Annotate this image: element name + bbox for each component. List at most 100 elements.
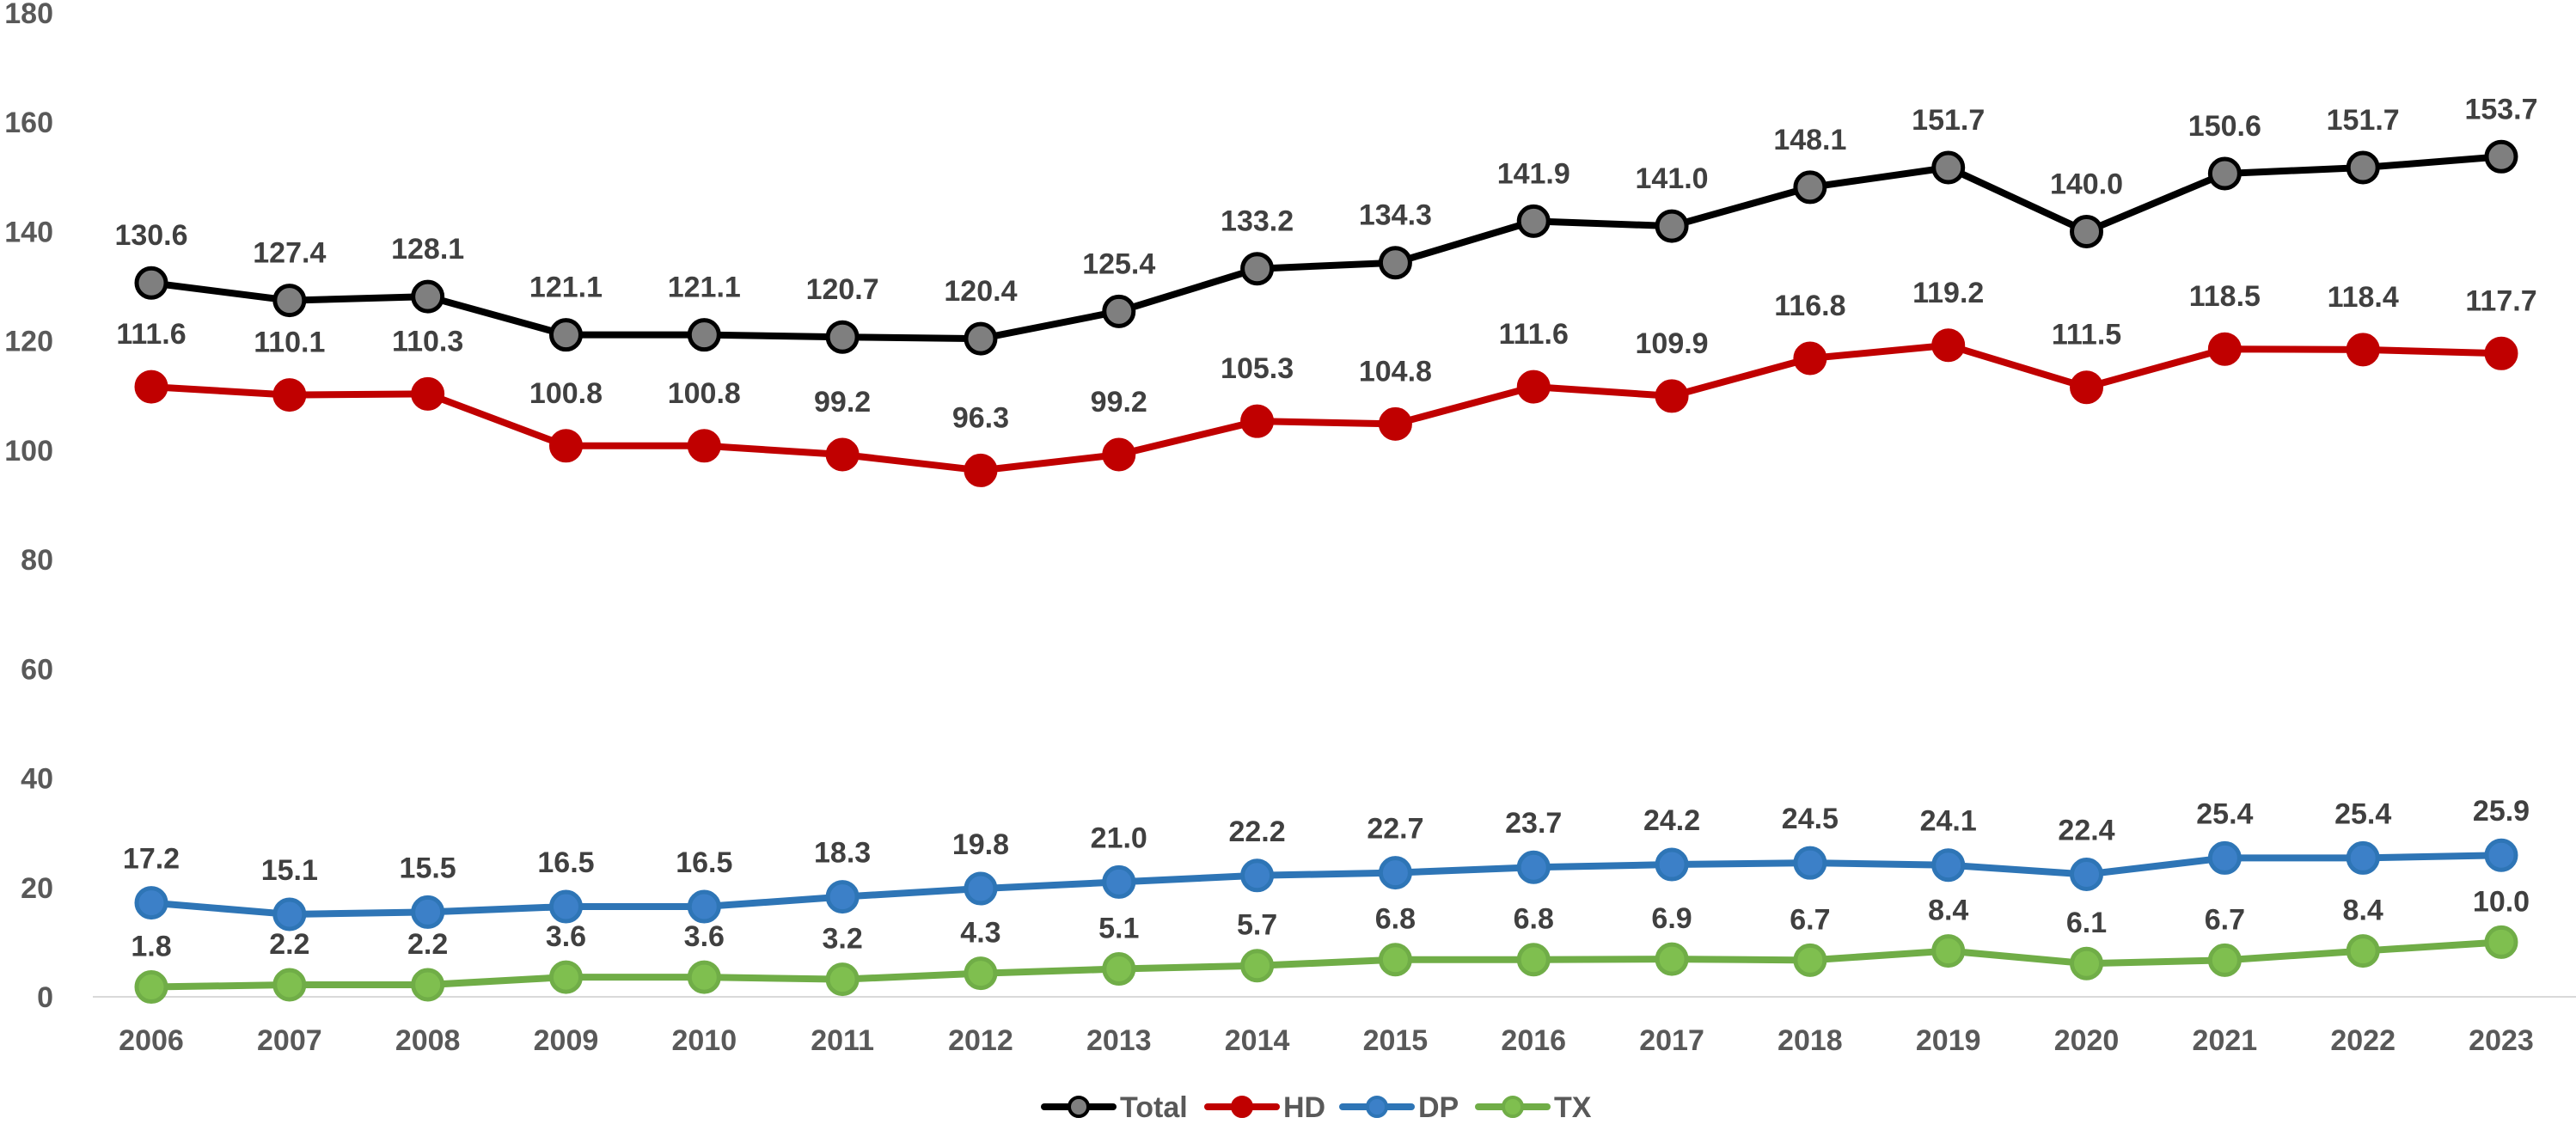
data-point-total bbox=[687, 318, 721, 352]
data-label-tx: 8.4 bbox=[2343, 895, 2383, 927]
data-point-dp bbox=[825, 880, 860, 914]
data-label-hd: 118.5 bbox=[2189, 280, 2261, 313]
legend-label: TX bbox=[1554, 1091, 1592, 1124]
data-point-total bbox=[1655, 209, 1689, 243]
legend-swatch-marker bbox=[1068, 1096, 1090, 1118]
data-point-tx bbox=[1655, 942, 1689, 976]
data-label-hd: 96.3 bbox=[952, 401, 1009, 434]
legend-label: Total bbox=[1120, 1091, 1188, 1124]
x-tick-label: 2017 bbox=[1639, 1024, 1704, 1057]
data-label-hd: 119.2 bbox=[1912, 277, 1984, 309]
data-point-total bbox=[1102, 294, 1136, 328]
data-point-hd bbox=[272, 378, 307, 412]
x-tick-label: 2010 bbox=[671, 1024, 737, 1057]
data-point-hd bbox=[411, 376, 445, 411]
data-label-total: 125.4 bbox=[1082, 247, 1155, 280]
data-point-hd bbox=[1378, 406, 1412, 441]
data-label-tx: 6.8 bbox=[1375, 903, 1416, 936]
data-label-dp: 21.0 bbox=[1091, 822, 1147, 854]
data-label-dp: 24.5 bbox=[1782, 803, 1839, 835]
data-label-tx: 6.7 bbox=[1790, 903, 1830, 936]
data-label-dp: 23.7 bbox=[1505, 807, 1562, 840]
data-label-hd: 99.2 bbox=[814, 386, 871, 418]
data-label-total: 148.1 bbox=[1773, 124, 1846, 156]
data-label-hd: 110.1 bbox=[254, 327, 325, 359]
data-point-hd bbox=[964, 453, 998, 487]
data-label-tx: 8.4 bbox=[1928, 895, 1968, 927]
x-tick-label: 2016 bbox=[1501, 1024, 1566, 1057]
data-label-dp: 25.4 bbox=[2196, 797, 2253, 830]
data-label-hd: 111.6 bbox=[1499, 318, 1569, 351]
data-label-hd: 116.8 bbox=[1774, 290, 1845, 322]
data-point-hd bbox=[825, 437, 860, 472]
data-label-dp: 24.1 bbox=[1920, 805, 1977, 838]
data-label-total: 150.6 bbox=[2188, 110, 2261, 143]
data-point-dp bbox=[1378, 856, 1412, 890]
data-point-tx bbox=[272, 968, 307, 1002]
series-line-dp bbox=[148, 852, 2505, 918]
data-point-dp bbox=[687, 889, 721, 924]
data-point-hd bbox=[1240, 404, 1275, 438]
data-label-dp: 18.3 bbox=[814, 837, 871, 870]
data-label-tx: 5.1 bbox=[1098, 913, 1139, 945]
data-label-total: 127.4 bbox=[253, 237, 326, 270]
series-line-total bbox=[148, 153, 2505, 343]
data-label-total: 153.7 bbox=[2464, 93, 2537, 125]
data-label-dp: 19.8 bbox=[952, 828, 1009, 861]
data-point-total bbox=[964, 321, 998, 356]
data-point-tx bbox=[1240, 949, 1275, 983]
data-point-dp bbox=[1931, 848, 1966, 883]
data-point-dp bbox=[134, 886, 168, 920]
x-tick-label: 2011 bbox=[811, 1024, 874, 1057]
data-point-tx bbox=[687, 960, 721, 994]
data-point-total bbox=[2070, 214, 2104, 248]
data-point-total bbox=[1931, 150, 1966, 185]
data-label-dp: 24.2 bbox=[1643, 804, 1700, 837]
y-tick-label: 180 bbox=[4, 0, 53, 30]
data-point-tx bbox=[2346, 934, 2380, 968]
x-axis: 2006 2007 2008 2009 2010 2011 2012 2013 2014 2015… bbox=[119, 1024, 2534, 1057]
data-point-total bbox=[2346, 150, 2380, 185]
data-label-hd: 105.3 bbox=[1221, 352, 1294, 385]
y-tick-label: 140 bbox=[4, 216, 53, 248]
data-label-tx: 2.2 bbox=[269, 928, 309, 961]
data-point-total bbox=[1378, 246, 1412, 280]
data-label-dp: 22.2 bbox=[1228, 816, 1285, 848]
y-tick-label: 100 bbox=[4, 435, 53, 467]
legend: Total HD DP TX bbox=[1041, 1091, 1592, 1124]
data-label-dp: 22.7 bbox=[1367, 813, 1423, 846]
data-point-hd bbox=[2207, 332, 2242, 366]
data-point-dp bbox=[1793, 846, 1827, 880]
data-point-dp bbox=[2070, 858, 2104, 892]
data-point-tx bbox=[2207, 943, 2242, 977]
data-label-dp: 16.5 bbox=[537, 846, 594, 879]
y-axis: 0 20 40 60 80 100 120 140 160 180 bbox=[4, 0, 53, 1014]
legend-swatch-marker bbox=[1231, 1096, 1253, 1118]
data-point-total bbox=[272, 284, 307, 318]
data-label-dp: 17.2 bbox=[123, 843, 180, 876]
y-tick-label: 80 bbox=[21, 544, 53, 577]
data-point-hd bbox=[134, 370, 168, 404]
y-tick-label: 120 bbox=[4, 326, 53, 358]
legend-label: HD bbox=[1283, 1091, 1325, 1124]
data-point-total bbox=[1793, 170, 1827, 205]
data-point-tx bbox=[1378, 943, 1412, 977]
data-label-tx: 3.2 bbox=[822, 923, 862, 956]
data-point-total bbox=[411, 279, 445, 314]
data-label-tx: 6.8 bbox=[1514, 903, 1554, 936]
legend-swatch-marker bbox=[1502, 1096, 1524, 1118]
data-point-total bbox=[1516, 204, 1551, 238]
y-tick-label: 40 bbox=[21, 763, 53, 796]
series-line-tx bbox=[148, 938, 2505, 991]
data-point-hd bbox=[548, 429, 583, 463]
data-label-total: 120.7 bbox=[806, 273, 879, 306]
data-label-hd: 117.7 bbox=[2465, 284, 2536, 317]
x-tick-label: 2007 bbox=[257, 1024, 322, 1057]
data-label-dp: 15.1 bbox=[261, 854, 318, 887]
series-line-hd bbox=[148, 341, 2505, 474]
data-point-total bbox=[2207, 156, 2242, 191]
data-labels: 130.6 127.4 128.1 121.1 121.1 120.7 120.4 125.4… bbox=[114, 93, 2537, 962]
data-point-hd bbox=[1931, 328, 1966, 363]
y-tick-label: 20 bbox=[21, 872, 53, 905]
